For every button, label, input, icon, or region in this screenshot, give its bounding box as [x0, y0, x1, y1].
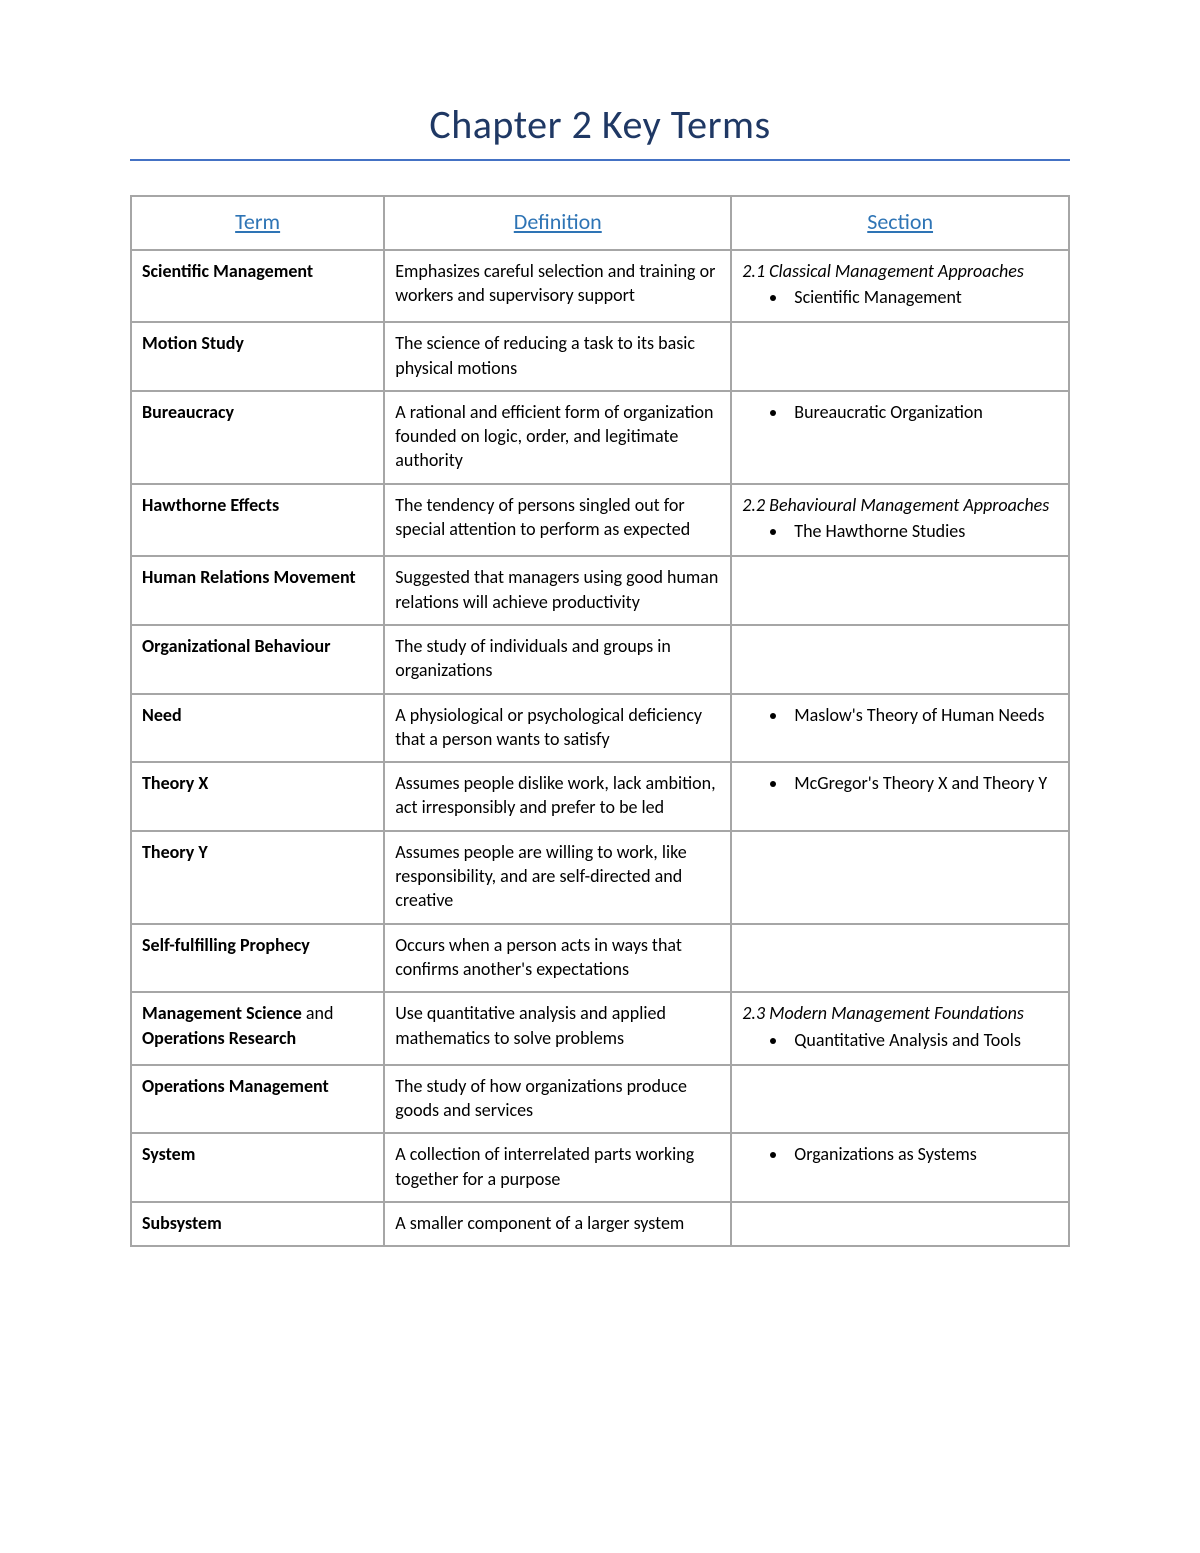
term-text: Theory X — [142, 772, 208, 794]
section-bullet: The Hawthorne Studies — [788, 519, 1058, 543]
section-cell: 2.1 Classical Management ApproachesScien… — [731, 250, 1069, 323]
definition-cell: The study of how organizations produce g… — [384, 1065, 731, 1134]
term-cell: Theory Y — [131, 831, 384, 924]
page-title: Chapter 2 Key Terms — [130, 100, 1070, 149]
section-bullet-list: Quantitative Analysis and Tools — [742, 1028, 1058, 1052]
term-cell: Hawthorne Effects — [131, 484, 384, 557]
section-cell: 2.3 Modern Management Foundations Quantit… — [731, 992, 1069, 1065]
term-cell: Need — [131, 694, 384, 763]
term-text: Operations Research — [142, 1027, 296, 1049]
definition-cell: Suggested that managers using good human… — [384, 556, 731, 625]
section-bullet: Organizations as Systems — [788, 1142, 1058, 1166]
term-text: Operations Management — [142, 1075, 329, 1097]
definition-cell: A rational and efficient form of organiz… — [384, 391, 731, 484]
section-bullet-list: Bureaucratic Organization — [742, 400, 1058, 424]
section-header: 2.2 Behavioural Management Approaches — [742, 493, 1058, 517]
definition-cell: A physiological or psychological deficie… — [384, 694, 731, 763]
term-text: Subsystem — [142, 1212, 222, 1234]
section-cell — [731, 625, 1069, 694]
term-text: Hawthorne Effects — [142, 494, 279, 516]
term-cell: Theory X — [131, 762, 384, 831]
table-row: Operations Management The study of how or… — [131, 1065, 1069, 1134]
table-body: Scientific Management Emphasizes careful … — [131, 250, 1069, 1247]
section-bullet: Bureaucratic Organization — [788, 400, 1058, 424]
term-cell: Operations Management — [131, 1065, 384, 1134]
definition-cell: Assumes people are willing to work, like… — [384, 831, 731, 924]
term-text: Motion Study — [142, 332, 244, 354]
term-cell: Bureaucracy — [131, 391, 384, 484]
section-bullet: McGregor's Theory X and Theory Y — [788, 771, 1058, 795]
definition-cell: Assumes people dislike work, lack ambiti… — [384, 762, 731, 831]
section-bullet-list: Organizations as Systems — [742, 1142, 1058, 1166]
term-text: Organizational Behaviour — [142, 635, 331, 657]
section-cell: Maslow's Theory of Human Needs — [731, 694, 1069, 763]
section-bullet-list: The Hawthorne Studies — [742, 519, 1058, 543]
section-cell — [731, 322, 1069, 391]
section-cell — [731, 1202, 1069, 1246]
term-cell: Subsystem — [131, 1202, 384, 1246]
term-cell: Scientific Management — [131, 250, 384, 323]
definition-cell: Use quantitative analysis and applied ma… — [384, 992, 731, 1065]
term-text: Need — [142, 704, 182, 726]
table-row: Management Science and Operations Resear… — [131, 992, 1069, 1065]
section-bullet: Scientific Management — [788, 285, 1058, 309]
term-cell: Organizational Behaviour — [131, 625, 384, 694]
section-header: 2.1 Classical Management Approaches — [742, 259, 1058, 283]
section-cell: McGregor's Theory X and Theory Y — [731, 762, 1069, 831]
column-header-section: Section — [731, 196, 1069, 250]
term-text: Theory Y — [142, 841, 208, 863]
section-cell: Organizations as Systems — [731, 1133, 1069, 1202]
table-row: Organizational Behaviour The study of ind… — [131, 625, 1069, 694]
term-cell: Management Science and Operations Resear… — [131, 992, 384, 1065]
term-cell: System — [131, 1133, 384, 1202]
term-text: Self-fulfilling Prophecy — [142, 934, 310, 956]
section-bullet-list: McGregor's Theory X and Theory Y — [742, 771, 1058, 795]
table-row: System A collection of interrelated parts… — [131, 1133, 1069, 1202]
table-row: Theory Y Assumes people are willing to wo… — [131, 831, 1069, 924]
definition-cell: Emphasizes careful selection and trainin… — [384, 250, 731, 323]
table-row: Hawthorne Effects The tendency of persons… — [131, 484, 1069, 557]
section-cell — [731, 556, 1069, 625]
section-bullet: Quantitative Analysis and Tools — [788, 1028, 1058, 1052]
section-cell — [731, 924, 1069, 993]
table-row: Motion Study The science of reducing a ta… — [131, 322, 1069, 391]
column-header-term: Term — [131, 196, 384, 250]
definition-cell: The tendency of persons singled out for … — [384, 484, 731, 557]
term-text: and — [302, 1002, 334, 1024]
document-page: Chapter 2 Key Terms Term Definition Sect… — [0, 0, 1200, 1553]
section-header: 2.3 Modern Management Foundations — [742, 1001, 1058, 1025]
term-text: System — [142, 1143, 195, 1165]
section-cell: 2.2 Behavioural Management ApproachesThe… — [731, 484, 1069, 557]
table-row: Bureaucracy A rational and efficient form… — [131, 391, 1069, 484]
definition-cell: The study of individuals and groups in o… — [384, 625, 731, 694]
term-cell: Human Relations Movement — [131, 556, 384, 625]
term-text: Human Relations Movement — [142, 566, 356, 588]
table-row: Human Relations Movement Suggested that m… — [131, 556, 1069, 625]
section-cell — [731, 1065, 1069, 1134]
table-row: Scientific Management Emphasizes careful … — [131, 250, 1069, 323]
column-header-definition: Definition — [384, 196, 731, 250]
definition-cell: A smaller component of a larger system — [384, 1202, 731, 1246]
section-cell — [731, 831, 1069, 924]
table-row: Theory X Assumes people dislike work, lac… — [131, 762, 1069, 831]
term-text: Scientific Management — [142, 260, 313, 282]
key-terms-table: Term Definition Section Scientific Manag… — [130, 195, 1070, 1247]
section-bullet-list: Maslow's Theory of Human Needs — [742, 703, 1058, 727]
definition-cell: A collection of interrelated parts worki… — [384, 1133, 731, 1202]
definition-cell: Occurs when a person acts in ways that c… — [384, 924, 731, 993]
section-cell: Bureaucratic Organization — [731, 391, 1069, 484]
section-bullet: Maslow's Theory of Human Needs — [788, 703, 1058, 727]
definition-cell: The science of reducing a task to its ba… — [384, 322, 731, 391]
section-bullet-list: Scientific Management — [742, 285, 1058, 309]
term-text: Bureaucracy — [142, 401, 234, 423]
term-text: Management Science — [142, 1002, 302, 1024]
table-row: Need A physiological or psychological def… — [131, 694, 1069, 763]
title-underline — [130, 159, 1070, 161]
table-header-row: Term Definition Section — [131, 196, 1069, 250]
term-cell: Motion Study — [131, 322, 384, 391]
table-row: Subsystem A smaller component of a larger… — [131, 1202, 1069, 1246]
term-cell: Self-fulfilling Prophecy — [131, 924, 384, 993]
table-row: Self-fulfilling Prophecy Occurs when a pe… — [131, 924, 1069, 993]
